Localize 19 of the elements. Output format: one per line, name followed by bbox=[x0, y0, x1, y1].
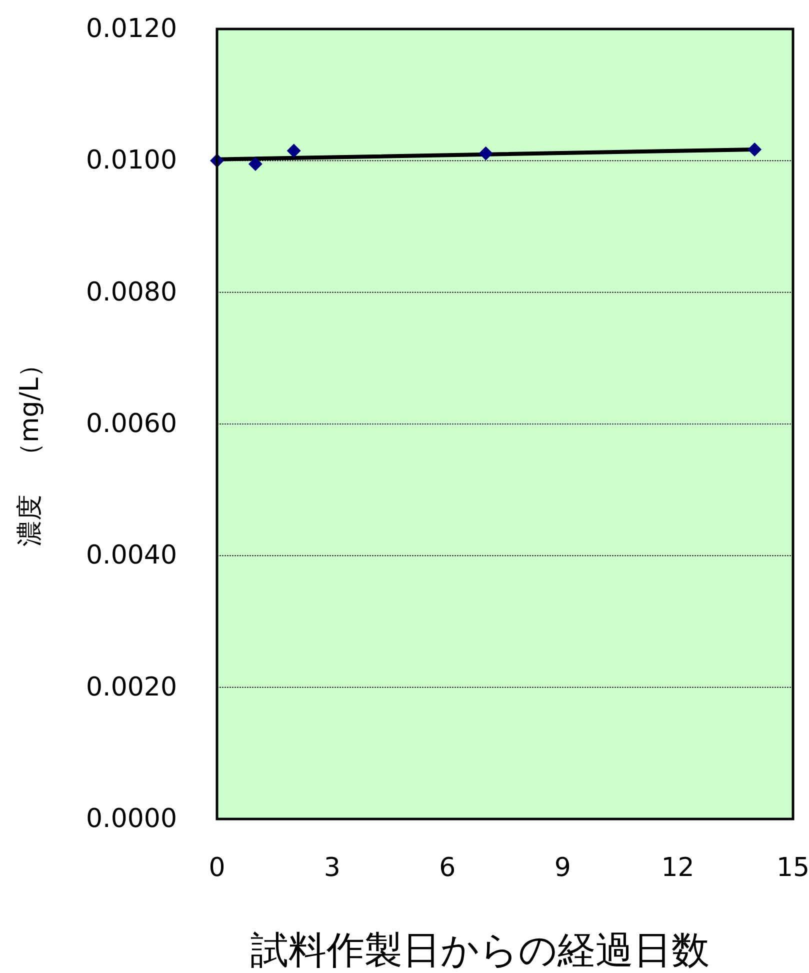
point bbox=[478, 146, 493, 160]
x-tick-label: 12 bbox=[661, 853, 694, 883]
point bbox=[286, 144, 301, 158]
y-tick-label: 0.0040 bbox=[86, 540, 177, 571]
x-tick-label: 6 bbox=[439, 853, 456, 883]
point bbox=[248, 156, 262, 171]
point bbox=[748, 142, 762, 156]
x-tick-label: 3 bbox=[324, 853, 340, 883]
x-axis-title: 試料作製日からの経過日数 bbox=[250, 928, 710, 972]
y-tick-label: 0.0100 bbox=[86, 146, 177, 176]
x-tick-label: 15 bbox=[776, 853, 809, 883]
y-tick-label: 0.0080 bbox=[86, 277, 177, 308]
y-tick-label: 0.0120 bbox=[86, 14, 177, 44]
x-tick-label: 0 bbox=[208, 853, 226, 883]
y-axis-title: 濃度 （mg/L） bbox=[15, 351, 45, 547]
y-tick-label: 0.0020 bbox=[86, 672, 177, 702]
x-tick-label: 9 bbox=[554, 853, 571, 883]
y-tick-label: 0.0000 bbox=[86, 804, 177, 834]
y-tick-label: 0.0060 bbox=[86, 409, 177, 439]
